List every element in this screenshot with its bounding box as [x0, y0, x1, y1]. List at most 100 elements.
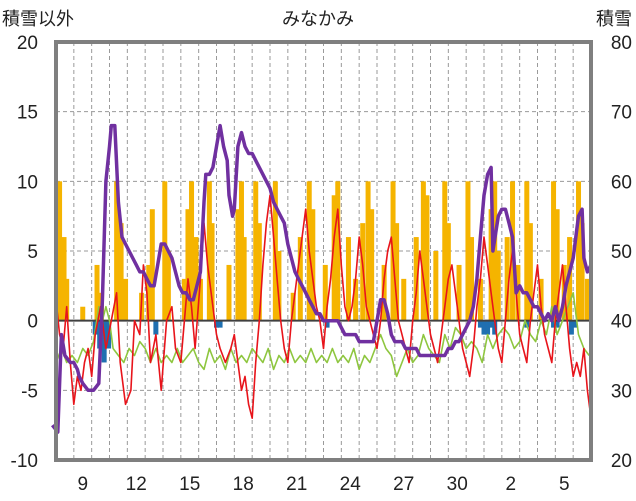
precip-bar — [226, 264, 232, 321]
x-tick-label: 15 — [179, 474, 200, 495]
precip-bar — [123, 278, 129, 321]
negative-bar — [101, 320, 107, 363]
precip-bar — [253, 181, 259, 321]
precip-bar — [584, 278, 590, 321]
precip-bar — [394, 223, 400, 321]
negative-bar — [153, 320, 159, 335]
precip-bar — [61, 237, 67, 321]
x-tick-label: 27 — [393, 474, 414, 495]
precip-bar — [420, 181, 426, 321]
right-y-tick-label: 50 — [611, 242, 632, 263]
precip-bar — [206, 181, 212, 321]
left-axis-label: 積雪以外 — [2, 9, 74, 30]
negative-bar — [568, 320, 574, 335]
negative-bar — [324, 320, 330, 328]
grid-layer — [56, 42, 591, 460]
negative-bar — [477, 320, 483, 328]
snow-depth-line — [51, 123, 593, 434]
x-tick-label: 18 — [233, 474, 254, 495]
precip-bar — [189, 181, 195, 321]
ticks-layer: -10 -5 0 5 10 15 20 20 30 40 50 60 70 80 9 12 15 18 21 24 27… — [11, 33, 632, 495]
precip-bar — [165, 251, 171, 321]
plot-frame — [54, 40, 593, 462]
precip-bar — [118, 223, 124, 321]
right-axis-label: 積雪 — [596, 9, 632, 30]
precip-bar — [442, 181, 448, 321]
precip-bar — [527, 223, 533, 321]
x-tick-label: 21 — [286, 474, 307, 495]
chart-title: みなかみ — [282, 9, 354, 30]
x-tick-label: 12 — [126, 474, 147, 495]
precip-bar — [477, 278, 483, 321]
negative-bar — [485, 320, 491, 335]
precip-bar — [413, 237, 419, 321]
precip-bar — [469, 237, 475, 321]
negative-bar — [481, 320, 487, 335]
precip-bar — [345, 237, 351, 321]
precip-bar — [114, 181, 120, 321]
precip-bar — [276, 251, 282, 321]
left-y-tick-label: 0 — [27, 312, 38, 333]
precip-bar — [146, 264, 152, 321]
precip-bar — [235, 209, 241, 321]
precip-bar — [456, 264, 462, 321]
left-y-tick-label: 5 — [27, 242, 38, 263]
precip-bar — [365, 181, 371, 321]
negative-bar — [492, 320, 498, 335]
precip-bar — [209, 223, 215, 321]
precip-bar — [554, 209, 560, 321]
precip-bar — [465, 181, 471, 321]
precip-bar — [492, 181, 498, 321]
precip-bar — [193, 237, 199, 321]
precip-bar — [424, 195, 430, 321]
precip-bar — [64, 278, 70, 321]
precip-bar — [57, 181, 63, 321]
frame-layer — [54, 40, 593, 462]
min-temp-line — [55, 291, 590, 378]
negative-bar — [214, 320, 219, 328]
precip-bar — [504, 237, 510, 321]
precip-bar — [433, 251, 439, 321]
x-tick-label: 24 — [340, 474, 362, 495]
precip-bar — [162, 181, 168, 321]
precip-bar — [381, 264, 387, 321]
precip-bar — [369, 209, 375, 321]
negative-bar — [217, 320, 223, 328]
precip-bar — [185, 209, 191, 321]
right-y-tick-label: 40 — [611, 312, 632, 333]
precip-bar — [335, 181, 341, 321]
precip-bar — [238, 181, 244, 321]
lines-layer — [51, 123, 593, 434]
right-y-tick-label: 20 — [611, 451, 632, 472]
negative-bar — [488, 320, 494, 328]
precip-bar — [331, 195, 337, 321]
x-tick-label: 2 — [505, 474, 516, 495]
left-y-tick-label: -10 — [11, 451, 38, 472]
left-y-tick-label: -5 — [21, 381, 38, 402]
precip-bar — [149, 209, 155, 321]
negative-bar — [572, 320, 578, 328]
left-y-tick-label: 15 — [17, 103, 38, 124]
max-temp-line — [55, 194, 592, 420]
x-tick-label: 30 — [447, 474, 468, 495]
x-tick-label: 9 — [77, 474, 88, 495]
precip-bar — [579, 223, 585, 321]
left-y-tick-label: 20 — [17, 33, 38, 54]
x-tick-label: 5 — [559, 474, 570, 495]
precip-bar — [310, 209, 316, 321]
precip-bar — [576, 181, 582, 321]
precip-bar — [80, 306, 86, 321]
precip-bar — [524, 181, 530, 321]
precip-bar — [551, 181, 557, 321]
precip-bar — [401, 278, 407, 321]
right-y-tick-label: 60 — [611, 172, 632, 193]
precip-bar — [353, 278, 359, 321]
precip-bar — [322, 264, 328, 321]
right-y-tick-label: 70 — [611, 103, 632, 124]
right-y-tick-label: 30 — [611, 381, 632, 402]
negative-bar — [554, 320, 560, 328]
precip-bar — [488, 209, 494, 321]
precip-bar — [445, 223, 451, 321]
